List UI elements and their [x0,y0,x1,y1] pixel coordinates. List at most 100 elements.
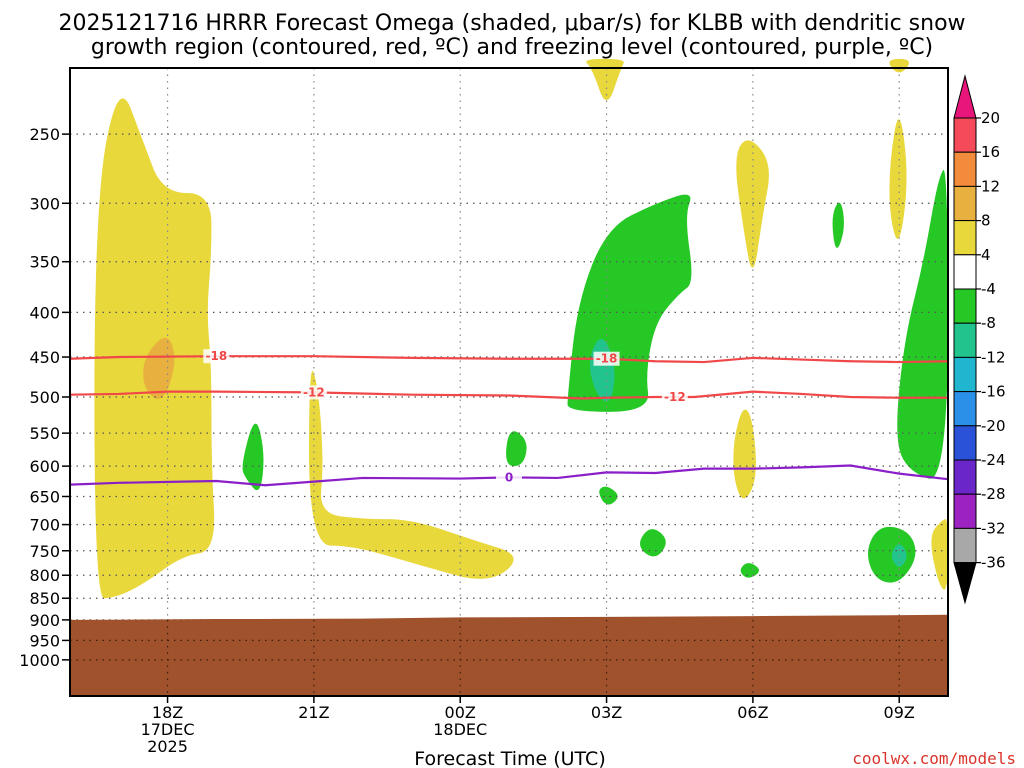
contour-label-bg-1-1 [661,389,688,404]
colorbar-label-1: 16 [981,143,1000,161]
y-tick-label-1000: 1000 [19,651,60,670]
x-tick-label-18-0: 18Z [152,703,183,722]
colorbar-label-13: -36 [981,554,1006,572]
colorbar-label-3: 8 [981,212,991,230]
colorbar-swatch-9 [953,425,977,461]
omega-region-3 [586,58,624,100]
chart-title: 2025121716 HRRR Forecast Omega (shaded, … [58,11,965,60]
title-line-1: 2025121716 HRRR Forecast Omega (shaded, … [58,11,965,36]
omega-region-9 [506,431,527,467]
colorbar-label-0: 20 [981,109,1000,127]
colorbar-swatch-12 [953,527,977,564]
contours: -18 -18 -12 -12 0 [69,349,949,487]
surface-fill [70,614,948,696]
omega-region-17 [868,526,916,583]
omega-region-5 [733,409,756,499]
contour-line-0 [69,355,949,364]
colorbar-label-7: -12 [981,348,1006,366]
omega-region-14 [832,202,844,248]
contour-label-bg-2-0 [496,470,522,485]
contour-label-1-1: -12 [664,390,686,404]
colorbar-swatch-5 [953,288,977,324]
title-line-2: growth region (contoured, red, ºC) and f… [91,35,933,60]
y-axis: 250 300 350 400 450 500 550 600 650 700 750 800 850 9… [19,125,70,670]
contour-label-bg-1-0 [300,385,327,400]
y-tick-label-900: 900 [29,611,60,630]
y-tick-label-300: 300 [29,194,60,213]
x-tick-label-24-1: 18DEC [433,720,487,739]
y-tick-label-250: 250 [29,125,60,144]
x-tick-label-18-1: 17DEC [141,720,195,739]
colorbar-label-10: -24 [981,451,1006,469]
y-tick-label-450: 450 [29,348,60,367]
omega-region-7 [889,119,907,239]
x-tick-label-30-0: 06Z [737,703,768,722]
colorbar-label-12: -32 [981,519,1006,537]
omega-region-12 [640,529,666,557]
colorbar-label-4: 4 [981,246,991,264]
colorbar: 20 16 12 8 4 -4 -8 -12 -16 -20 -24 -28 -32 -36 [953,74,1006,605]
plot-area: -18 -18 -12 -12 0 [69,58,949,697]
y-tick-label-750: 750 [29,542,60,561]
colorbar-top-arrow [953,74,977,119]
y-tick-label-700: 700 [29,516,60,535]
colorbar-swatch-2 [953,185,977,222]
contour-label-bg-0-1 [593,351,620,366]
grid [70,68,948,696]
contour-line-1 [69,390,948,400]
omega-shading [94,58,948,599]
colorbar-label-11: -28 [981,485,1006,503]
omega-region-1 [143,337,175,399]
y-tick-label-650: 650 [29,487,60,506]
omega-region-6 [889,58,909,73]
colorbar-swatch-8 [953,391,977,427]
contour-label-bg-0-0 [203,349,230,364]
omega-region-19 [931,519,948,590]
omega-region-4 [736,140,769,268]
colorbar-label-5: -4 [981,280,996,298]
contour-label-0-1: -18 [596,352,618,366]
y-tick-label-550: 550 [29,424,60,443]
x-tick-label-33-0: 09Z [884,703,915,722]
omega-region-8 [242,423,264,491]
omega-region-11 [599,486,618,505]
colorbar-swatch-4 [953,254,977,290]
x-tick-label-24-0: 00Z [445,703,476,722]
credit-text: coolwx.com/models [852,749,1016,768]
x-axis-label: Forecast Time (UTC) [414,748,605,768]
y-tick-label-350: 350 [29,253,60,272]
contour-label-1-0: -12 [303,385,325,399]
colorbar-swatch-3 [953,220,977,256]
y-tick-label-600: 600 [29,457,60,476]
y-tick-label-500: 500 [29,388,60,407]
surface-terrain [70,614,948,696]
x-tick-label-21-0: 21Z [298,703,329,722]
plot-background [70,68,948,696]
colorbar-swatch-7 [953,356,977,393]
x-tick-label-27-0: 03Z [591,703,622,722]
omega-region-13 [740,563,759,578]
contour-label-0-0: -18 [205,349,227,363]
contour-label-2-0: 0 [505,470,513,484]
y-tick-label-950: 950 [29,631,60,650]
colorbar-bottom-arrow [953,562,977,605]
colorbar-swatch-0 [953,117,977,153]
y-tick-label-850: 850 [29,589,60,608]
colorbar-swatch-11 [953,493,977,529]
colorbar-label-6: -8 [981,314,996,332]
y-tick-label-400: 400 [29,303,60,322]
omega-region-15 [897,169,948,479]
colorbar-swatch-1 [953,151,977,187]
colorbar-label-9: -20 [981,417,1006,435]
plot-frame [69,67,949,697]
y-tick-label-800: 800 [29,566,60,585]
contour-line-2 [69,464,949,487]
omega-region-2 [309,370,514,579]
colorbar-label-8: -16 [981,383,1006,401]
x-tick-label-18-2: 2025 [147,737,188,756]
colorbar-swatch-6 [953,322,977,358]
colorbar-label-2: 12 [981,177,1000,195]
colorbar-swatch-10 [953,459,977,495]
